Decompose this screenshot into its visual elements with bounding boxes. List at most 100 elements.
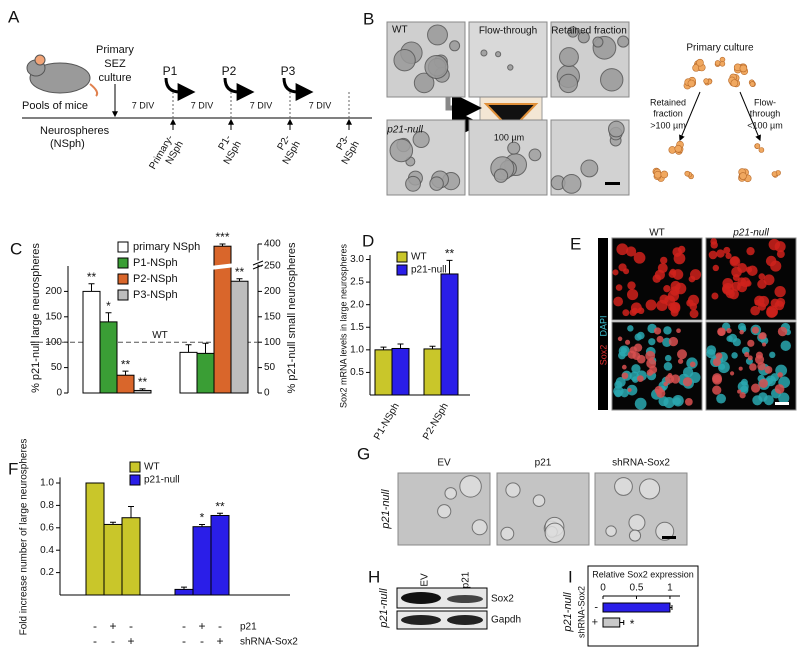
cell <box>507 141 521 155</box>
x-tick-label: 0.5 <box>630 583 644 594</box>
cell <box>751 326 759 334</box>
cell <box>424 55 449 79</box>
lane-label: EV <box>420 573 431 587</box>
cell <box>459 475 482 498</box>
cell <box>776 250 785 259</box>
cell <box>629 346 637 354</box>
y-tick-label: 150 <box>264 311 281 322</box>
panel-letter: B <box>363 9 374 28</box>
bar <box>602 602 671 613</box>
bar <box>121 517 141 596</box>
y-tick-label: 0.2 <box>40 567 54 578</box>
passage-label: P1 <box>163 64 178 78</box>
cell <box>493 168 509 183</box>
y-tick-label: 0.4 <box>40 545 54 556</box>
cell <box>405 175 421 192</box>
y-axis-label: shRNA-Sox2 <box>576 586 586 638</box>
cell <box>688 275 696 283</box>
cell <box>774 384 785 394</box>
y-tick-label: + <box>592 616 598 628</box>
legend-swatch <box>117 289 129 301</box>
cell <box>625 246 637 257</box>
cell <box>746 246 755 256</box>
cell <box>712 358 721 367</box>
panel-letter: H <box>368 567 380 586</box>
cell <box>656 335 664 343</box>
cell <box>639 478 661 500</box>
condition-label: shRNA-Sox2 <box>240 637 298 648</box>
condition-mark: + <box>216 634 223 648</box>
cell <box>731 281 741 291</box>
sphere <box>758 147 765 153</box>
bar <box>440 273 459 396</box>
cell <box>427 24 448 46</box>
cell <box>634 333 642 341</box>
cell <box>768 238 781 251</box>
cell <box>747 339 755 347</box>
bar <box>179 351 198 394</box>
cell <box>712 373 722 384</box>
error-bar <box>619 620 625 625</box>
sphere <box>703 78 709 84</box>
sphere <box>754 143 761 149</box>
passage-arrow <box>164 77 196 101</box>
scheme-arrow <box>679 91 701 142</box>
cell <box>717 361 730 374</box>
bar <box>99 321 118 394</box>
scale-bar <box>775 402 789 405</box>
cell <box>670 374 681 384</box>
panel-letter: G <box>357 444 370 463</box>
scale-bar <box>662 536 676 539</box>
y-tick-label: 200 <box>45 286 62 297</box>
cell <box>558 73 579 94</box>
dashed-guides <box>172 92 350 118</box>
significance: ** <box>235 265 245 279</box>
condition-mark: - <box>129 619 133 633</box>
mouse-ear <box>34 54 46 66</box>
bar <box>602 617 621 628</box>
condition-mark: + <box>198 619 205 633</box>
cell <box>507 64 514 71</box>
bar <box>133 389 152 394</box>
cell <box>737 263 748 273</box>
cell <box>715 352 723 360</box>
scheme-arrow <box>739 91 761 142</box>
significance: * <box>106 299 111 313</box>
legend-label: p21-null <box>144 475 180 486</box>
cell <box>663 284 671 293</box>
cell <box>471 519 488 536</box>
cell <box>480 49 488 57</box>
significance: ** <box>445 247 455 261</box>
cell <box>717 328 726 336</box>
cell <box>752 395 763 406</box>
cell <box>393 49 416 72</box>
panel-letter: I <box>568 567 573 586</box>
cell <box>600 68 624 92</box>
band-label: Gapdh <box>491 615 521 626</box>
cell <box>777 326 788 337</box>
condition-mark: - <box>182 634 186 648</box>
cell <box>613 296 624 307</box>
cell <box>728 333 738 343</box>
cell <box>653 327 662 335</box>
passage-label: P2 <box>222 64 237 78</box>
cell <box>613 385 624 397</box>
row-label: p21-null <box>380 489 392 530</box>
error-bar <box>185 344 192 353</box>
cell <box>759 332 767 340</box>
error-bar <box>397 343 404 349</box>
cell <box>669 302 681 314</box>
cell <box>739 392 746 399</box>
bar <box>210 514 230 596</box>
row-label: p21-null <box>562 592 574 633</box>
error-bar <box>217 512 223 516</box>
legend-label: WT <box>144 462 160 473</box>
cell <box>737 381 749 393</box>
y-tick-label: - <box>594 601 598 613</box>
cell <box>567 26 579 38</box>
x-tick-label: 0 <box>600 583 606 594</box>
significance: * <box>200 511 205 525</box>
cell <box>747 355 753 361</box>
panel-letter: A <box>8 7 20 26</box>
